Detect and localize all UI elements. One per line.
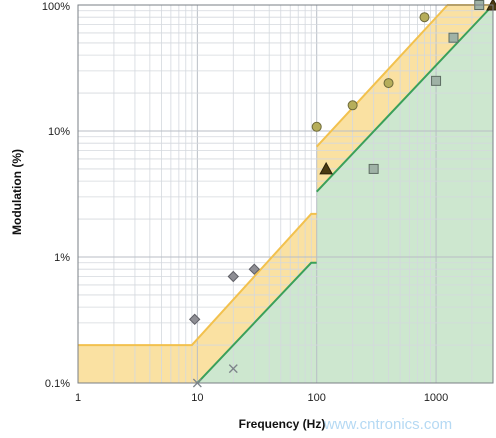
data-point-square — [431, 75, 442, 86]
data-point-diamond — [188, 313, 201, 326]
y-axis-label: Modulation (%) — [10, 149, 24, 235]
y-tick-label: 1% — [54, 252, 70, 264]
data-point-diamond — [227, 270, 239, 283]
data-point-triangle — [319, 161, 333, 175]
data-point-square — [448, 32, 459, 43]
axes — [77, 4, 494, 384]
x-tick-label: 1 — [75, 392, 81, 404]
y-tick-label: 10% — [48, 126, 70, 138]
data-point-circle — [383, 78, 394, 89]
data-point-cross — [228, 364, 238, 374]
x-tick-label: 100 — [308, 392, 326, 404]
boundary-line — [78, 212, 317, 347]
x-tick-label: 10 — [191, 392, 203, 404]
boundary-line — [196, 261, 317, 384]
regions — [78, 5, 493, 383]
watermark: www.cntronics.com — [323, 416, 452, 433]
tick-labels: 1 10 100 1000 0.1% 1% 10% 100% — [42, 1, 448, 404]
x-tick-label: 1000 — [424, 392, 448, 404]
y-tick-label: 0.1% — [45, 378, 70, 390]
data-point-diamond — [248, 263, 261, 275]
shaded-region — [197, 5, 493, 383]
cross-stroke — [228, 364, 238, 374]
y-tick-label: 100% — [42, 1, 70, 13]
data-point-square — [368, 163, 379, 174]
data-point-circle — [311, 121, 322, 132]
boundary-line — [315, 4, 494, 193]
plot-frame — [77, 4, 494, 384]
data-point-circle — [419, 12, 430, 23]
x-axis-label: Frequency (Hz) — [239, 417, 326, 431]
data-point-circle — [347, 100, 358, 111]
